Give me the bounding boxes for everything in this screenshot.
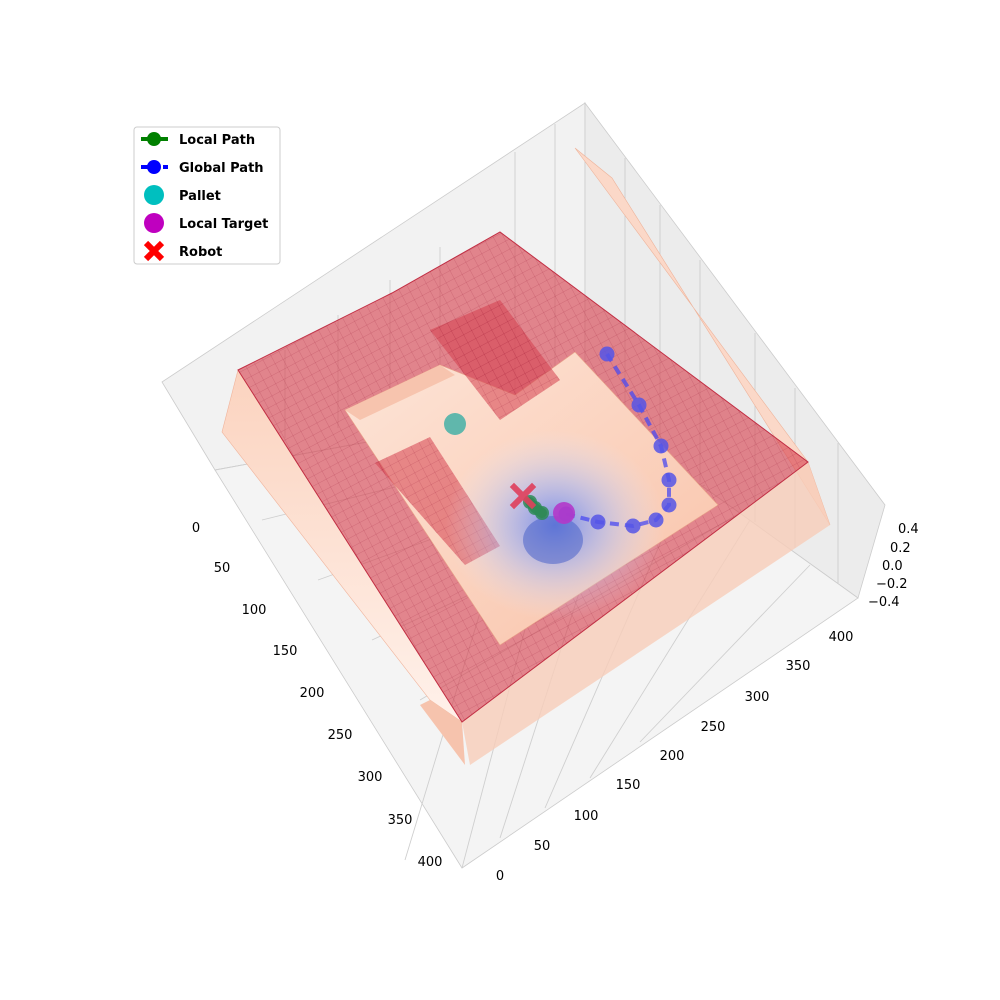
y-tick-label: 100 xyxy=(574,809,599,824)
global-path-point xyxy=(631,397,647,413)
legend-label: Local Path xyxy=(179,133,255,148)
x-tick-label: 200 xyxy=(300,686,325,701)
inner-wall-top xyxy=(345,365,455,420)
legend-marker xyxy=(147,132,161,146)
y-tick-label: 400 xyxy=(829,630,854,645)
potential-surface xyxy=(221,147,831,765)
z-tick-label: 0.0 xyxy=(882,559,903,574)
legend-marker xyxy=(147,160,161,174)
y-tick-label: 150 xyxy=(616,778,641,793)
z-tick-label: 0.4 xyxy=(898,522,919,537)
y-tick-label: 50 xyxy=(534,839,551,854)
y-tick-label: 200 xyxy=(660,749,685,764)
legend-item: Local Path xyxy=(141,132,255,148)
y-axis-tick-labels: 0 50 100 150 200 250 300 350 400 xyxy=(496,630,854,884)
x-axis-tick-labels: 0 50 100 150 200 250 300 350 400 xyxy=(192,521,443,870)
global-path-point xyxy=(599,346,615,362)
data-marks xyxy=(444,346,677,534)
legend-item: Pallet xyxy=(144,185,221,205)
legend-label: Local Target xyxy=(179,217,268,232)
legend-item: Global Path xyxy=(141,160,264,176)
z-tick-label: −0.4 xyxy=(868,595,900,610)
global-path-point xyxy=(590,514,606,530)
legend-marker xyxy=(144,185,164,205)
x-tick-label: 100 xyxy=(242,603,267,618)
legend-marker xyxy=(144,213,164,233)
robot-marker xyxy=(509,482,537,510)
y-tick-label: 0 xyxy=(496,869,504,884)
global-path-point xyxy=(653,438,669,454)
z-tick-label: −0.2 xyxy=(876,577,908,592)
legend-marker xyxy=(143,240,165,262)
local-path-point xyxy=(535,506,549,520)
legend-item: Robot xyxy=(143,240,222,262)
grid-line xyxy=(639,564,811,743)
y-tick-label: 250 xyxy=(701,720,726,735)
legend-label: Robot xyxy=(179,245,222,260)
y-tick-label: 350 xyxy=(786,659,811,674)
x-tick-label: 350 xyxy=(388,813,413,828)
x-tick-label: 150 xyxy=(273,644,298,659)
surface-slope-bottom xyxy=(420,700,465,765)
inner-center-pillar-mesh xyxy=(430,300,560,420)
x-tick-label: 250 xyxy=(328,728,353,743)
pallet-marker xyxy=(444,413,466,435)
x-tick-label: 400 xyxy=(418,855,443,870)
x-tick-label: 0 xyxy=(192,521,200,536)
legend: Local Path Global Path Pallet Local Target R… xyxy=(133,126,281,265)
x-tick-label: 300 xyxy=(358,770,383,785)
global-path-point xyxy=(648,512,664,528)
legend-frame xyxy=(133,126,281,265)
legend-label: Pallet xyxy=(179,189,221,204)
x-tick-label: 50 xyxy=(214,561,231,576)
surface-right-skirt xyxy=(462,462,830,765)
global-path-point xyxy=(625,518,641,534)
potential-well-core xyxy=(523,516,583,564)
global-path-point xyxy=(661,472,677,488)
y-tick-label: 300 xyxy=(745,690,770,705)
global-path-point xyxy=(661,497,677,513)
legend-label: Global Path xyxy=(179,161,264,176)
local-target-marker xyxy=(553,502,575,524)
z-axis-tick-labels: 0.4 0.2 0.0 −0.2 −0.4 xyxy=(868,522,919,610)
z-tick-label: 0.2 xyxy=(890,541,911,556)
legend-item: Local Target xyxy=(144,213,268,233)
